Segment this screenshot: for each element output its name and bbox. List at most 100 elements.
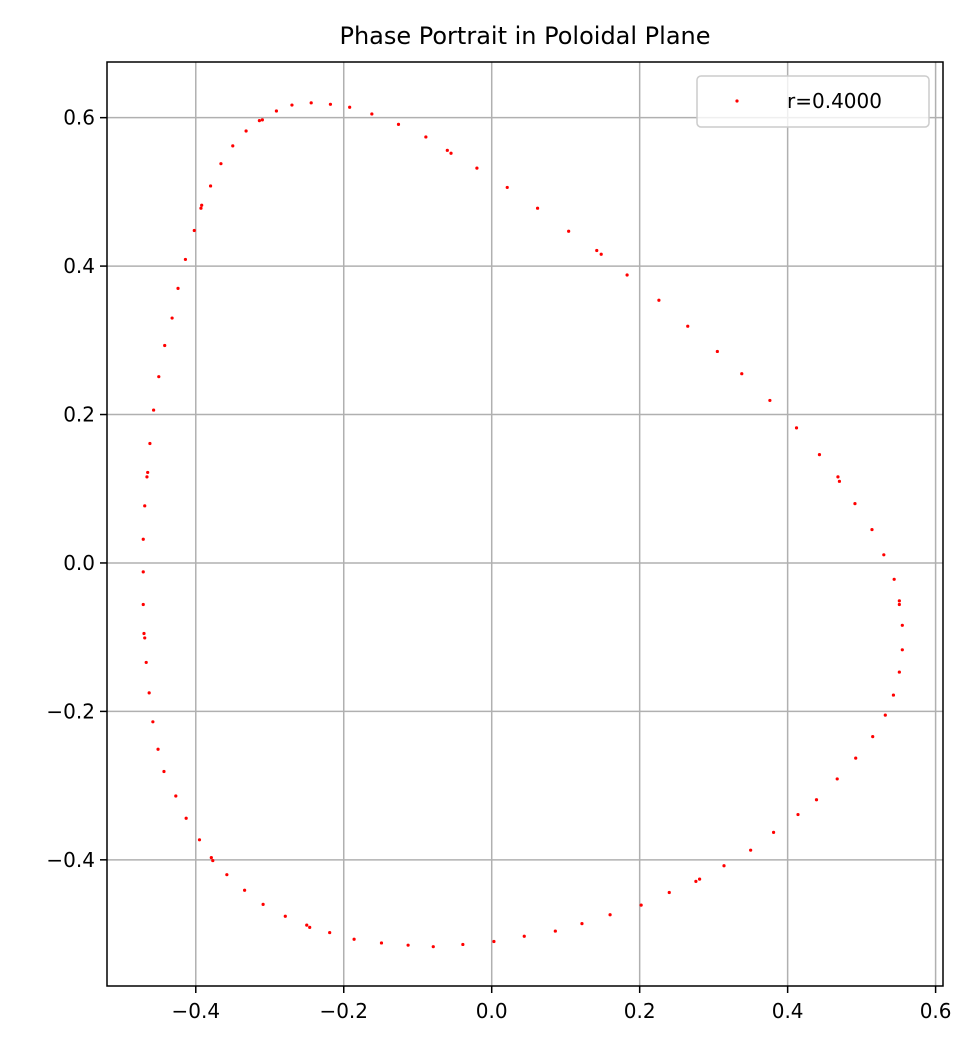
data-point xyxy=(883,713,887,717)
data-point xyxy=(445,148,449,152)
data-point xyxy=(817,453,822,457)
data-point xyxy=(657,298,661,302)
data-point xyxy=(348,105,352,109)
data-point xyxy=(197,838,202,842)
data-point xyxy=(870,527,874,532)
data-point xyxy=(148,441,152,446)
data-point xyxy=(715,349,719,354)
data-point xyxy=(449,151,453,155)
data-point xyxy=(243,888,247,892)
y-tick-label: 0.4 xyxy=(63,254,95,278)
data-point xyxy=(871,735,875,739)
data-point xyxy=(309,101,313,105)
scatter-points xyxy=(141,101,904,949)
data-point xyxy=(505,185,509,190)
data-point xyxy=(170,316,174,320)
data-point xyxy=(599,252,603,256)
data-point xyxy=(183,257,188,262)
legend-marker xyxy=(735,99,739,103)
data-point xyxy=(328,102,333,106)
x-axis-ticks: −0.4 −0.2 0.0 0.2 0.4 0.6 xyxy=(171,986,952,1023)
data-point xyxy=(625,273,629,277)
data-point xyxy=(897,602,901,607)
data-point xyxy=(244,129,248,133)
data-point xyxy=(837,479,842,483)
x-tick-label: 0.2 xyxy=(624,999,656,1023)
data-point xyxy=(143,504,147,508)
data-point xyxy=(580,922,584,926)
data-point xyxy=(535,206,540,210)
data-point xyxy=(283,914,287,918)
data-point xyxy=(897,670,901,674)
data-point xyxy=(431,945,435,949)
data-point xyxy=(141,537,145,541)
y-tick-label: 0.6 xyxy=(63,106,95,130)
data-point xyxy=(200,203,204,207)
data-point xyxy=(749,848,753,852)
data-point xyxy=(900,623,904,627)
x-tick-label: −0.2 xyxy=(319,999,368,1023)
data-point xyxy=(461,942,465,947)
data-point xyxy=(308,925,312,929)
data-point xyxy=(667,890,671,895)
data-point xyxy=(176,286,180,290)
data-point xyxy=(900,648,904,652)
data-point xyxy=(192,228,196,233)
legend-box xyxy=(696,75,930,128)
data-point xyxy=(814,798,819,802)
data-point xyxy=(475,166,479,170)
data-point xyxy=(162,769,166,774)
data-point xyxy=(522,934,526,938)
data-point xyxy=(184,816,188,820)
data-point xyxy=(225,873,229,877)
data-point xyxy=(163,343,167,348)
data-point xyxy=(424,135,428,139)
data-point xyxy=(141,602,145,607)
data-point xyxy=(854,756,858,760)
data-point xyxy=(174,794,178,798)
data-point xyxy=(722,864,726,868)
x-tick-label: 0.6 xyxy=(920,999,952,1023)
data-point xyxy=(608,913,612,917)
data-point xyxy=(260,118,264,122)
data-point xyxy=(290,103,294,107)
data-point xyxy=(219,162,223,166)
data-point xyxy=(771,830,776,834)
plot-area-frame xyxy=(106,61,944,987)
data-point xyxy=(697,877,702,881)
data-point xyxy=(686,324,690,328)
data-point xyxy=(352,937,356,941)
chart-title: Phase Portrait in Poloidal Plane xyxy=(339,22,710,50)
data-point xyxy=(882,553,886,557)
data-point xyxy=(836,475,840,479)
data-point xyxy=(305,923,309,927)
data-point xyxy=(142,631,146,636)
data-point xyxy=(897,599,901,603)
data-point xyxy=(796,812,800,817)
grid-lines xyxy=(107,62,943,986)
y-tick-label: 0.0 xyxy=(63,551,95,575)
x-tick-label: 0.0 xyxy=(476,999,508,1023)
data-point xyxy=(639,903,643,907)
y-axis-ticks: −0.4 −0.2 0.0 0.2 0.4 0.6 xyxy=(46,106,107,872)
data-point xyxy=(145,475,149,479)
data-point xyxy=(257,119,262,123)
x-tick-label: 0.4 xyxy=(772,999,804,1023)
data-point xyxy=(141,570,145,574)
data-point xyxy=(396,122,401,126)
data-point xyxy=(274,109,279,113)
data-point xyxy=(146,470,150,475)
data-point xyxy=(794,426,799,430)
y-tick-label: 0.2 xyxy=(63,403,95,427)
y-tick-label: −0.4 xyxy=(46,848,95,872)
data-point xyxy=(211,858,215,863)
data-point xyxy=(143,636,147,640)
x-tick-label: −0.4 xyxy=(171,999,220,1023)
data-point xyxy=(595,248,599,253)
data-point xyxy=(208,184,213,188)
data-point xyxy=(892,577,896,581)
data-point xyxy=(492,939,496,944)
data-point xyxy=(144,660,148,665)
data-point xyxy=(152,408,156,412)
